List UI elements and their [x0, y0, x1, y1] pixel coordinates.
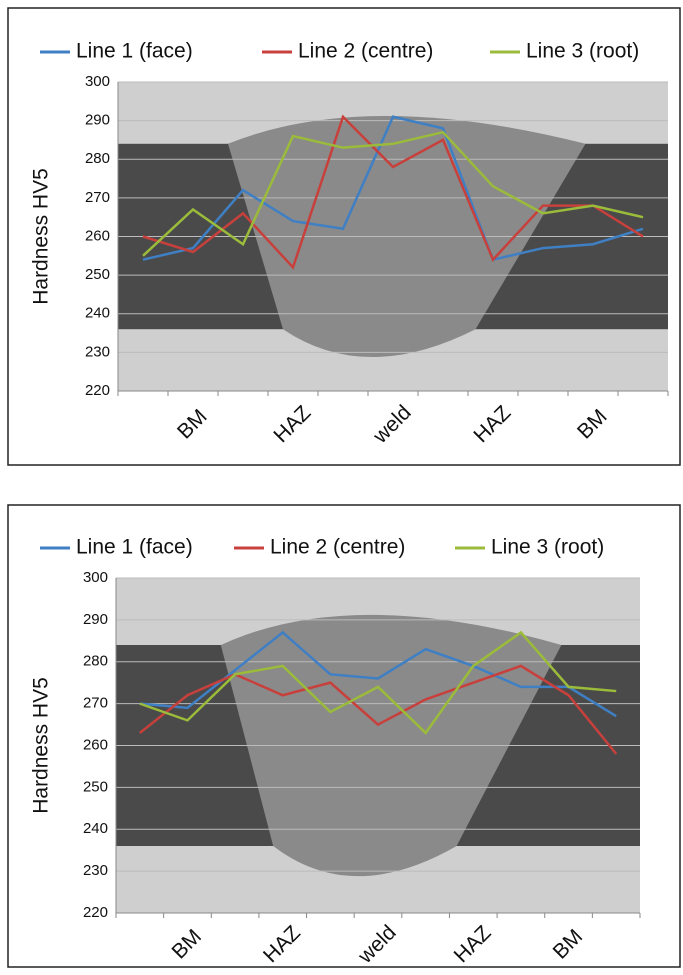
panel-frame	[7, 7, 681, 466]
y-tick-label: 240	[85, 305, 110, 322]
x-tick-label: weld	[368, 401, 416, 449]
series-line	[139, 664, 618, 755]
x-tick-label: HAZ	[450, 921, 496, 967]
y-tick-label: 300	[83, 569, 108, 586]
legend-label: Line 2 (centre)	[298, 40, 433, 63]
legend-label: Line 3 (root)	[526, 40, 639, 63]
y-tick-label: 230	[83, 862, 108, 879]
y-tick-label: 270	[85, 189, 110, 206]
y-tick-label: 240	[83, 820, 108, 837]
x-tick-label: HAZ	[269, 401, 315, 447]
y-tick-label: 270	[83, 695, 108, 712]
legend-label: Line 3 (root)	[491, 536, 604, 559]
y-tick-label: 250	[85, 266, 110, 283]
x-tick-label: BM	[549, 925, 588, 964]
x-tick-label: weld	[353, 921, 401, 969]
y-tick-label: 280	[83, 653, 108, 670]
x-tick-label: HAZ	[469, 401, 515, 447]
x-tick-label: HAZ	[259, 921, 305, 967]
y-tick-label: 280	[85, 150, 110, 167]
y-axis-label: Hardness HV5	[30, 677, 53, 814]
y-tick-label: 290	[83, 611, 108, 628]
y-tick-label: 250	[83, 778, 108, 795]
y-axis-label: Hardness HV5	[30, 168, 53, 305]
series-line	[142, 115, 644, 262]
y-tick-label: 260	[83, 736, 108, 753]
legend-label: Line 2 (centre)	[270, 536, 405, 559]
series-line	[142, 114, 644, 270]
legend-label: Line 1 (face)	[76, 40, 193, 63]
series-line	[142, 130, 644, 257]
y-tick-label: 230	[85, 343, 110, 360]
series-line	[139, 630, 617, 718]
legend-label: Line 1 (face)	[76, 536, 193, 559]
y-tick-label: 220	[85, 382, 110, 399]
y-tick-label: 290	[85, 112, 110, 129]
y-tick-label: 260	[85, 227, 110, 244]
x-tick-label: BM	[573, 405, 612, 444]
series-line	[139, 630, 617, 735]
y-tick-label: 220	[83, 904, 108, 921]
x-tick-label: BM	[173, 405, 212, 444]
panel-frame	[7, 504, 681, 968]
x-tick-label: BM	[168, 925, 207, 964]
y-tick-label: 300	[85, 73, 110, 90]
